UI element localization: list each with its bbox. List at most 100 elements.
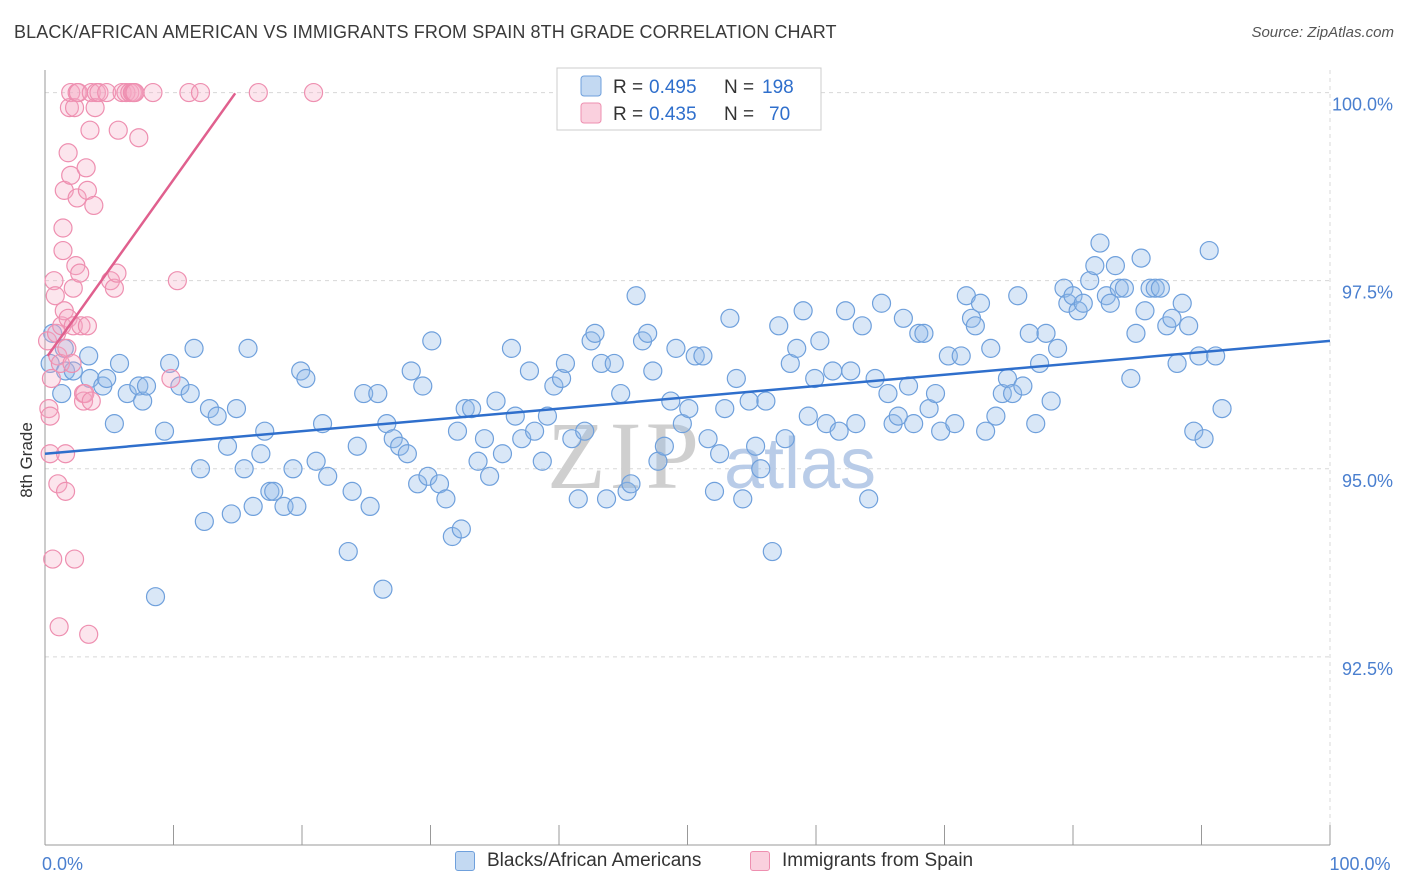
blue-point xyxy=(413,376,433,396)
blue-point xyxy=(1150,278,1170,298)
blue-point xyxy=(451,519,471,539)
blue-point xyxy=(338,541,358,562)
blue-point xyxy=(805,368,825,389)
blue-point xyxy=(654,436,674,456)
pink-point xyxy=(81,391,101,411)
blue-point xyxy=(909,323,929,343)
blue-point xyxy=(951,346,971,366)
pink-point xyxy=(79,624,99,644)
blue-point xyxy=(611,383,631,404)
blue-point xyxy=(79,346,99,366)
blue-point xyxy=(769,316,789,336)
blue-point xyxy=(136,376,157,396)
blue-point xyxy=(1013,376,1033,396)
blue-point xyxy=(537,406,558,426)
legend-r-label-blue: R = xyxy=(613,77,643,98)
pink-point xyxy=(85,98,105,118)
blue-point xyxy=(710,444,730,464)
blue-point xyxy=(462,398,482,419)
blue-point xyxy=(1121,368,1141,389)
blue-point xyxy=(1114,278,1135,298)
blue-point xyxy=(846,414,866,434)
blue-point xyxy=(739,391,759,411)
y-axis-label: 8th Grade xyxy=(17,422,36,498)
pink-point xyxy=(167,271,187,291)
blue-point xyxy=(505,406,525,426)
watermark-atlas: atlas xyxy=(724,424,876,504)
blue-point xyxy=(234,459,254,479)
blue-point xyxy=(501,338,522,358)
blue-point xyxy=(368,383,388,404)
pink-point xyxy=(45,286,65,306)
blue-point xyxy=(829,421,849,441)
pink-point xyxy=(84,195,104,216)
blue-point xyxy=(1162,308,1182,328)
blue-point xyxy=(1135,301,1155,321)
pink-point xyxy=(44,271,64,291)
blue-point xyxy=(793,301,813,321)
blue-point xyxy=(904,414,924,434)
blue-point xyxy=(865,368,885,389)
pink-point xyxy=(61,165,81,185)
blue-point xyxy=(492,444,513,464)
pink-point xyxy=(143,82,163,103)
pink-point xyxy=(43,549,63,569)
blue-point xyxy=(914,323,934,343)
blue-point xyxy=(1063,286,1083,306)
blue-point xyxy=(360,496,380,517)
blue-point xyxy=(1080,271,1100,291)
blue-point xyxy=(638,323,658,343)
blue-point xyxy=(524,421,545,441)
pink-point xyxy=(70,263,90,283)
top-legend: R = 0.495 N = 198 R = 0.435 N = 70 xyxy=(556,67,822,131)
blue-point xyxy=(117,383,137,404)
pink-point xyxy=(40,406,60,426)
blue-point xyxy=(243,496,263,517)
blue-point xyxy=(383,429,403,449)
blue-point xyxy=(199,398,220,419)
blue-point xyxy=(859,489,879,509)
blue-point xyxy=(480,466,500,486)
blue-point xyxy=(970,293,991,313)
pink-point xyxy=(62,353,82,374)
blue-point xyxy=(810,331,830,351)
blue-point xyxy=(585,323,605,343)
blue-point xyxy=(1167,353,1187,374)
pink-point xyxy=(63,316,83,336)
blue-point xyxy=(568,489,588,509)
blue-point xyxy=(154,421,175,441)
blue-point xyxy=(1194,429,1214,449)
blue-point xyxy=(1041,391,1061,411)
blue-point xyxy=(775,429,795,449)
bottom-legend-swatch-pink xyxy=(750,851,770,871)
pink-point xyxy=(76,158,96,178)
blue-point xyxy=(390,436,410,456)
pink-point xyxy=(77,316,98,336)
source-label: Source: ZipAtlas.com xyxy=(1251,24,1394,41)
pink-point xyxy=(64,549,85,569)
pink-point xyxy=(59,98,80,118)
blue-point xyxy=(109,353,130,374)
blue-point xyxy=(621,474,641,494)
bottom-legend-label-pink: Immigrants from Spain xyxy=(782,850,974,871)
blue-point xyxy=(133,391,153,411)
pink-point xyxy=(129,128,149,148)
blue-point xyxy=(544,376,564,396)
blue-point xyxy=(251,444,271,464)
y-tick-label: 92.5% xyxy=(1342,659,1393,679)
blue-point xyxy=(762,541,782,562)
blue-point xyxy=(1003,383,1023,404)
legend-r-value-pink: 0.435 xyxy=(649,104,697,125)
pink-point xyxy=(104,278,124,298)
blue-point xyxy=(238,338,258,358)
blue-point xyxy=(976,421,996,441)
blue-point xyxy=(342,481,362,501)
blue-point xyxy=(436,489,456,509)
blue-point xyxy=(898,376,919,396)
blue-point xyxy=(1100,293,1120,313)
bottom-legend-label-blue: Blacks/African Americans xyxy=(487,850,702,871)
bottom-legend-swatch-blue xyxy=(455,851,475,871)
blue-point xyxy=(888,406,908,426)
blue-point xyxy=(925,383,946,404)
blue-point xyxy=(354,383,374,404)
